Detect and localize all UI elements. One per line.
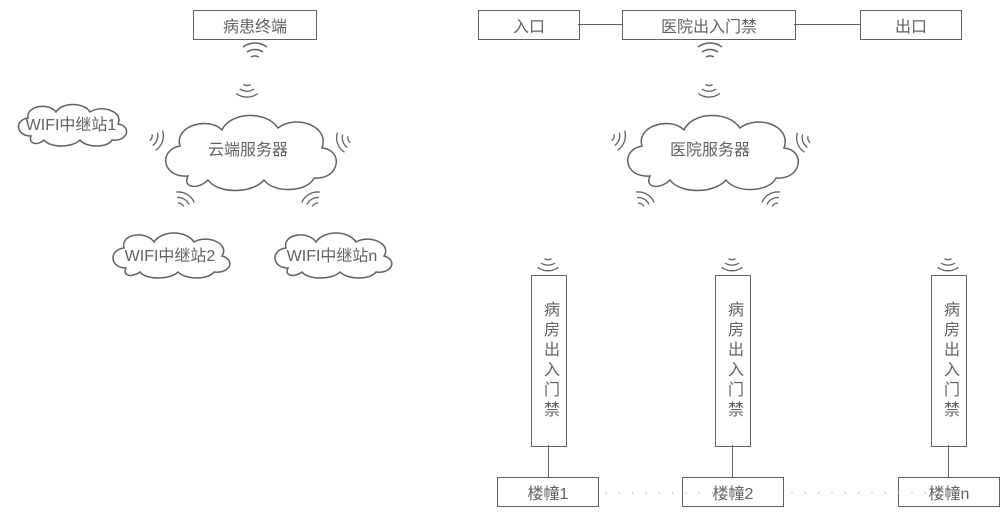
ward-gate-2-box: 病房出入门禁 bbox=[715, 275, 751, 447]
wifi-relay-1-label: WIFI中继站1 bbox=[26, 111, 117, 135]
wifi-relay-1-cloud: WIFI中继站1 bbox=[6, 96, 136, 150]
connector-line bbox=[948, 445, 949, 477]
hospital-server-label: 医院服务器 bbox=[670, 136, 750, 160]
wifi-icon bbox=[935, 254, 961, 272]
exit-box: 出口 bbox=[860, 10, 962, 40]
hospital-server-cloud: 医院服务器 bbox=[610, 98, 810, 198]
wifi-relay-n-label: WIFI中继站n bbox=[287, 242, 378, 266]
ellipsis-dots: · · · · · · · · · · bbox=[604, 485, 731, 499]
patient-terminal-box: 病患终端 bbox=[193, 10, 317, 40]
ward-gate-n-label: 病房出入门禁 bbox=[937, 301, 961, 421]
wifi-icon bbox=[240, 42, 270, 62]
exit-label: 出口 bbox=[895, 13, 927, 37]
connector-line bbox=[578, 24, 622, 25]
patient-terminal-label: 病患终端 bbox=[223, 13, 287, 37]
hospital-gate-label: 医院出入门禁 bbox=[661, 13, 757, 37]
ward-gate-n-box: 病房出入门禁 bbox=[931, 275, 967, 447]
wifi-icon bbox=[233, 80, 261, 98]
wifi-icon bbox=[695, 42, 725, 62]
wifi-relay-2-cloud: WIFI中继站2 bbox=[100, 226, 240, 282]
connector-line bbox=[732, 445, 733, 477]
ward-gate-2-label: 病房出入门禁 bbox=[721, 301, 745, 421]
wifi-relay-n-cloud: WIFI中继站n bbox=[262, 226, 402, 282]
ward-gate-1-label: 病房出入门禁 bbox=[537, 301, 561, 421]
wifi-icon bbox=[695, 80, 723, 98]
cloud-server-label: 云端服务器 bbox=[208, 136, 288, 160]
hospital-gate-box: 医院出入门禁 bbox=[622, 10, 796, 40]
wifi-icon bbox=[535, 254, 561, 272]
ellipsis-dots: · · · · · · · · · · · · · bbox=[790, 485, 957, 499]
wifi-icon bbox=[719, 254, 745, 272]
building-1-box: 楼幢1 bbox=[497, 477, 599, 507]
building-1-label: 楼幢1 bbox=[528, 480, 569, 504]
ward-gate-1-box: 病房出入门禁 bbox=[531, 275, 567, 447]
entrance-box: 入口 bbox=[478, 10, 580, 40]
connector-line bbox=[794, 24, 860, 25]
wifi-relay-2-label: WIFI中继站2 bbox=[125, 242, 216, 266]
cloud-server-cloud: 云端服务器 bbox=[148, 98, 348, 198]
entrance-label: 入口 bbox=[513, 13, 545, 37]
connector-line bbox=[548, 445, 549, 477]
